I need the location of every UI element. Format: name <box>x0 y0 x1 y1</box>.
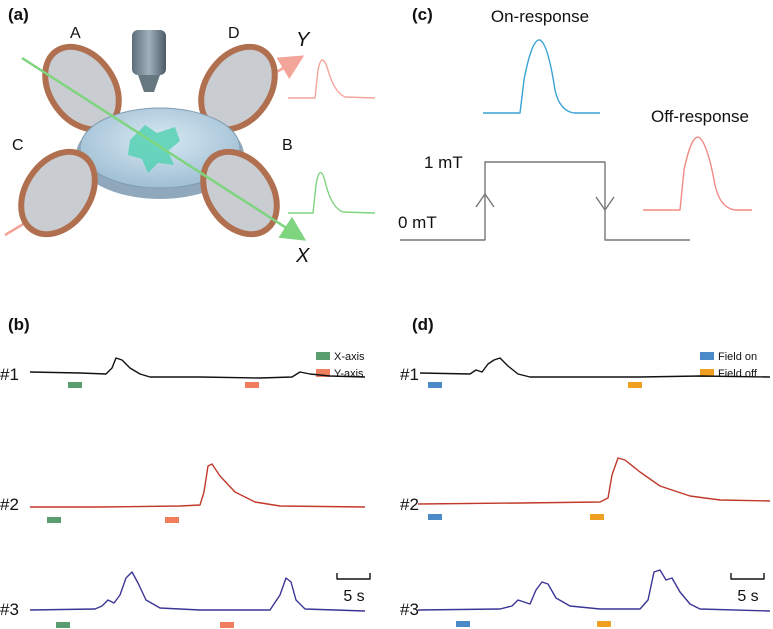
stimulus-marker <box>165 517 179 523</box>
axis-label: X <box>295 245 310 267</box>
scale-bar-label: 5 s <box>343 588 364 605</box>
stimulus-marker <box>68 382 82 388</box>
trace-label: #1 <box>400 365 419 384</box>
trace-label: #1 <box>0 365 19 384</box>
trace <box>29 571 366 612</box>
stimulus-marker <box>590 514 604 520</box>
stimulus-marker <box>47 517 61 523</box>
legend-label: Field on <box>718 351 757 363</box>
coil-label: C <box>12 137 24 154</box>
stimulus-marker <box>220 622 234 628</box>
on-response-curve <box>483 39 600 114</box>
arrow-up <box>475 193 495 208</box>
panel-label: (b) <box>8 315 30 334</box>
stimulus-marker <box>597 621 611 627</box>
stimulus-marker <box>456 621 470 627</box>
coil <box>18 148 280 238</box>
legend-swatch <box>316 352 330 360</box>
legend-label: X-axis <box>334 351 365 363</box>
x-axis-arrow <box>21 56 307 241</box>
legend-label: Field off <box>718 368 758 380</box>
arrow-down <box>595 196 615 211</box>
trace <box>29 357 366 379</box>
coil-label: A <box>70 25 81 42</box>
annotation: Off-response <box>651 107 749 126</box>
trace-label: #2 <box>0 495 19 514</box>
legend-swatch <box>316 369 330 377</box>
axis-label: Y <box>296 29 311 51</box>
coil-label: B <box>282 137 293 154</box>
response-curve <box>288 171 376 214</box>
panel-a: (a) A B C D Y X <box>4 5 376 267</box>
cells <box>128 125 180 173</box>
stimulus-marker <box>245 382 259 388</box>
trace <box>419 357 771 378</box>
stimulus-marker <box>628 382 642 388</box>
stimulus-marker <box>56 622 70 628</box>
trace <box>30 463 366 508</box>
panel-c: (c) On-response Off-response 1 mT 0 mT <box>398 5 752 241</box>
level-label: 0 mT <box>398 213 437 232</box>
trace-label: #2 <box>400 495 419 514</box>
panel-label: (a) <box>8 5 29 24</box>
legend-swatch <box>700 369 714 377</box>
annotation: On-response <box>491 7 589 26</box>
panel-label: (d) <box>412 315 434 334</box>
trace-label: #3 <box>400 600 419 619</box>
level-label: 1 mT <box>424 153 463 172</box>
panel-d: (d) Field on Field off #1 #2 #3 5 s <box>400 315 771 627</box>
scale-bar <box>730 573 765 580</box>
stimulus-marker <box>428 382 442 388</box>
response-curve <box>288 59 376 99</box>
scale-bar-label: 5 s <box>737 588 758 605</box>
off-response-curve <box>643 136 752 211</box>
scale-bar <box>336 573 371 580</box>
trace <box>417 569 771 612</box>
panel-label: (c) <box>412 5 433 24</box>
objective-tip <box>138 75 160 92</box>
objective <box>132 30 166 75</box>
coil-label: D <box>228 25 240 42</box>
field-step <box>400 161 690 241</box>
legend-swatch <box>700 352 714 360</box>
trace <box>417 457 771 505</box>
trace-label: #3 <box>0 600 19 619</box>
panel-b: (b) X-axis Y-axis #1 #2 #3 5 s <box>0 315 371 628</box>
stimulus-marker <box>428 514 442 520</box>
legend-label: Y-axis <box>334 368 364 380</box>
